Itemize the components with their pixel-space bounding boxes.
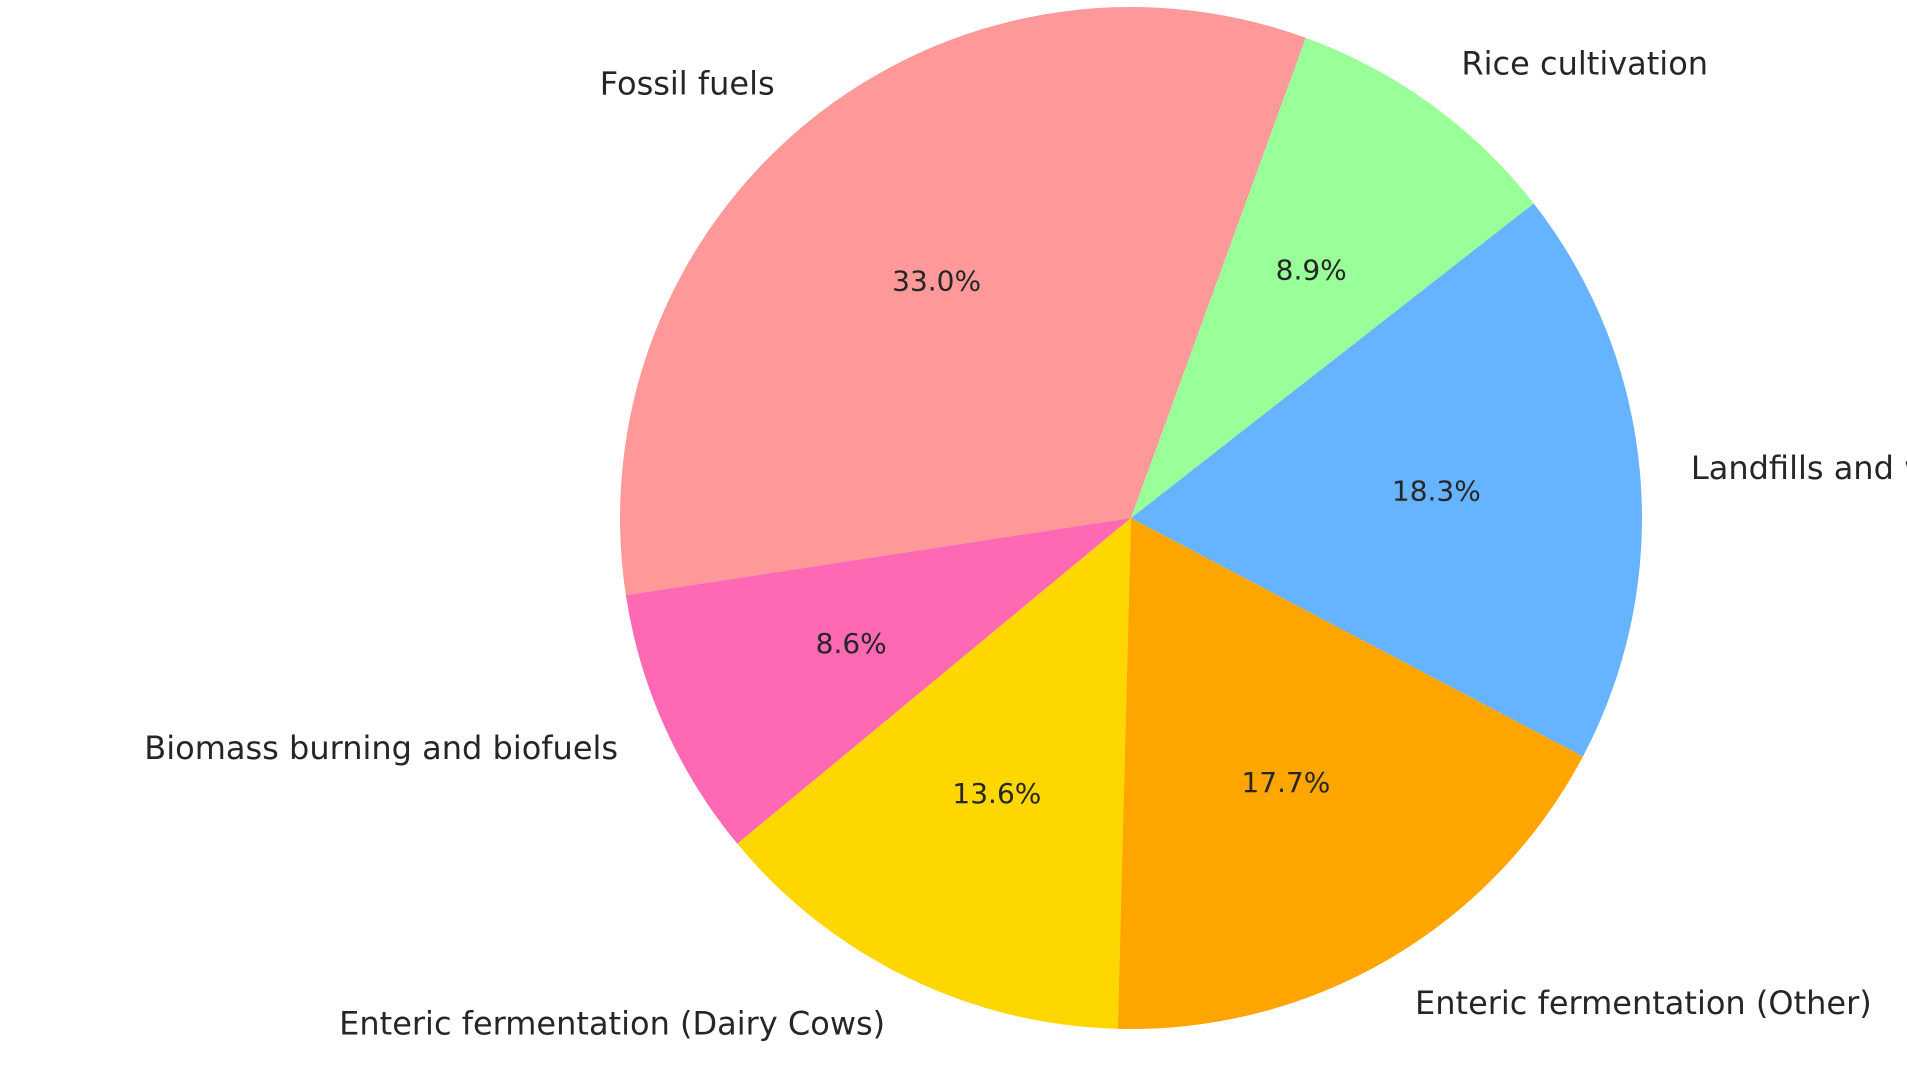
pie-slice-enteric-fermentation-dairy-cows: [737, 518, 1131, 1029]
category-label-biomass-burning-and-biofuels: Biomass burning and biofuels: [144, 729, 618, 767]
pie-slice-enteric-fermentation-other: [1117, 518, 1583, 1029]
pie-slice-fossil-fuels: [619, 7, 1306, 596]
percent-labels-layer: 33.0% 8.6% 13.6% 17.7% 18.3% 8.9%: [816, 253, 1481, 810]
pie-slice-landfills-and-waste: [1131, 203, 1643, 757]
percent-label-fossil-fuels: 33.0%: [892, 264, 981, 297]
category-label-enteric-fermentation-other: Enteric fermentation (Other): [1415, 984, 1872, 1022]
percent-label-rice-cultivation: 8.9%: [1276, 253, 1347, 286]
category-label-landfills-and-waste: Landfills and waste: [1691, 449, 1907, 487]
category-label-rice-cultivation: Rice cultivation: [1461, 44, 1708, 82]
percent-label-enteric-fermentation-dairy-cows: 13.6%: [952, 777, 1041, 810]
slices-layer: [619, 7, 1643, 1029]
percent-label-landfills-and-waste: 18.3%: [1392, 474, 1481, 507]
category-label-fossil-fuels: Fossil fuels: [600, 64, 775, 102]
percent-label-enteric-fermentation-other: 17.7%: [1241, 766, 1330, 799]
pie-slice-biomass-burning-and-biofuels: [625, 518, 1131, 844]
category-labels-layer: Fossil fuels Biomass burning and biofuels…: [144, 44, 1907, 1042]
percent-label-biomass-burning-and-biofuels: 8.6%: [816, 627, 887, 660]
pie-slice-rice-cultivation: [1131, 37, 1534, 518]
category-label-enteric-fermentation-dairy-cows: Enteric fermentation (Dairy Cows): [339, 1005, 885, 1043]
